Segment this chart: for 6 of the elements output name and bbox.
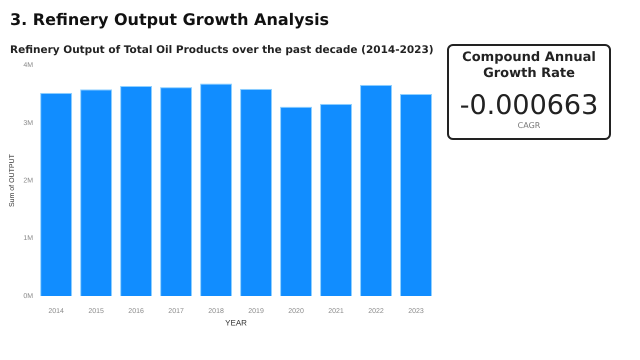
x-axis-title: YEAR <box>225 318 248 328</box>
text: -0.000663 <box>458 90 600 121</box>
chart-subtitle: Refinery Output of Total Oil Products over the past decade (2014-2023) <box>10 44 434 56</box>
chart-title: 3. Refinery Output Growth Analysis <box>10 10 330 29</box>
text: CAGR <box>516 121 542 130</box>
text: Compound Annual Growth Rate <box>461 50 597 82</box>
